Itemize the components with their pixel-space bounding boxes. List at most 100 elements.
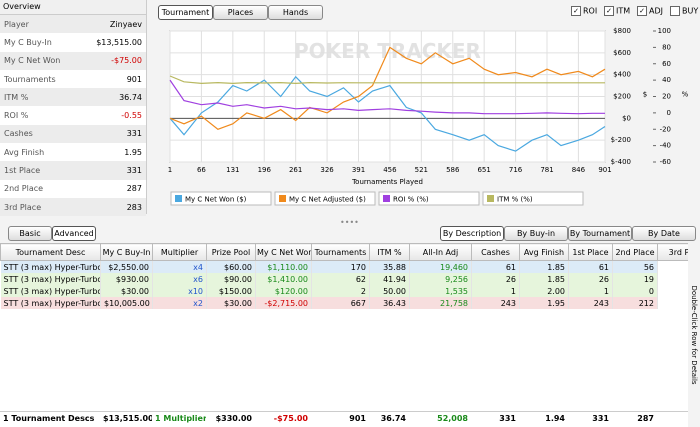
column-header[interactable]: Cashes — [471, 243, 520, 261]
view-button[interactable]: Basic — [8, 226, 52, 241]
table-cell: 667 — [311, 297, 370, 309]
overview-row: Avg Finish 1.95 — [0, 143, 146, 161]
overview-row: Cashes 331 — [0, 124, 146, 144]
stat-label: Tournaments — [4, 74, 56, 84]
table-cell: 61 — [568, 260, 613, 273]
x-tick-label: 456 — [383, 166, 397, 174]
x-tick-label: 1 — [168, 166, 172, 174]
table-cell: $2,550.00 — [100, 260, 153, 273]
x-tick-label: 846 — [572, 166, 586, 174]
column-header[interactable]: Tournaments — [311, 243, 370, 261]
checkbox-label: ROI — [583, 6, 598, 16]
overview-panel: Overview Player Zinyaev My C Buy-In $13,515… — [0, 0, 147, 217]
x-tick-label: 521 — [415, 166, 428, 174]
table-cell: $30.00 — [100, 285, 153, 297]
tab[interactable]: Hands — [268, 5, 323, 20]
table-cell: 212 — [612, 297, 658, 309]
table-cell: 243 — [471, 297, 520, 309]
checkbox[interactable]: ✓ ROI — [571, 6, 597, 16]
total-cell: 331 — [592, 414, 609, 423]
checkbox[interactable]: ✓ ADJ — [637, 6, 663, 16]
table-cell: $1,110.00 — [255, 260, 312, 273]
table-row[interactable]: STT (3 max) Hyper-Turbo $30.00 x10 $150.00 $… — [0, 285, 688, 297]
stat-value: -$75.00 — [111, 56, 142, 66]
table-cell: 50.00 — [369, 285, 410, 297]
table-cell: 19 — [612, 273, 658, 285]
y-tick-label: $200 — [613, 93, 631, 101]
table-cell: x6 — [152, 273, 207, 285]
stat-label: ROI % — [4, 111, 29, 121]
table-cell: 61 — [471, 260, 520, 273]
side-note: Double-Click Row for Details — [690, 285, 698, 384]
table-cell: STT (3 max) Hyper-Turbo — [0, 273, 101, 285]
side-note-text: Double-Click Row for Details — [690, 285, 698, 384]
table-cell: 2.00 — [519, 285, 569, 297]
y2-tick-label: -20 — [660, 125, 671, 133]
column-header[interactable]: Avg Finish — [519, 243, 569, 261]
y-tick-label: $800 — [613, 27, 631, 35]
table-cell: 36.43 — [369, 297, 410, 309]
table-cell: 35.88 — [369, 260, 410, 273]
overview-row: Player Zinyaev — [0, 15, 146, 34]
y-tick-label: $400 — [613, 71, 631, 79]
view-button[interactable]: Advanced — [52, 226, 96, 241]
x-tick-label: 901 — [598, 166, 611, 174]
y-tick-label: $600 — [613, 49, 631, 57]
stat-label: Avg Finish — [4, 147, 45, 157]
table-cell: 1.95 — [519, 297, 569, 309]
stat-value: 36.74 — [119, 92, 142, 102]
stat-label: 1st Place — [4, 166, 41, 176]
overview-row: ROI % -0.55 — [0, 106, 146, 124]
total-cell: 901 — [349, 414, 366, 423]
group-button[interactable]: By Tournament — [568, 226, 632, 241]
column-header[interactable]: My C Net Won — [255, 243, 312, 261]
overview-table: Player Zinyaev My C Buy-In $13,515.00 My C N… — [0, 15, 146, 217]
column-header[interactable]: Tournament Desc — [0, 243, 101, 261]
tab[interactable]: Places — [213, 5, 268, 20]
table-cell: 2 — [311, 285, 370, 297]
checkbox[interactable]: ✓ ITM — [604, 6, 630, 16]
table-row[interactable]: STT (3 max) Hyper-Turbo $930.00 x6 $90.00 $1… — [0, 273, 688, 285]
column-header[interactable]: My C Buy-In — [100, 243, 153, 261]
tab[interactable]: Tournament — [158, 5, 213, 20]
column-header[interactable]: ITM % — [369, 243, 410, 261]
total-cell: 1 Tournament Descs — [3, 414, 95, 423]
table-cell: 9,256 — [409, 273, 472, 285]
overview-row: 2nd Place 287 — [0, 180, 146, 198]
table-row[interactable]: STT (3 max) Hyper-Turbo $10,005.00 x2 $30.0… — [0, 297, 688, 309]
group-button[interactable]: By Description — [440, 226, 504, 241]
y2-tick-label: 40 — [662, 76, 671, 84]
total-cell: -$75.00 — [273, 414, 308, 423]
stat-value: 1.95 — [124, 147, 142, 157]
table-cell: x2 — [152, 297, 207, 309]
stat-value: $13,515.00 — [96, 37, 142, 47]
watermark: POKER TRACKER — [294, 39, 481, 63]
stat-label: My C Net Won — [4, 56, 61, 66]
checkbox[interactable]: BUY — [670, 6, 698, 16]
column-header[interactable]: All-In Adj — [409, 243, 472, 261]
stat-value: 331 — [126, 166, 142, 176]
legend-swatch — [279, 195, 286, 202]
legend-label: ROI % (%) — [393, 196, 429, 204]
y-tick-label: $-200 — [611, 136, 631, 144]
group-button[interactable]: By Date — [632, 226, 696, 241]
series-line — [169, 79, 605, 115]
column-header[interactable]: Prize Pool — [206, 243, 256, 261]
column-header[interactable]: 3rd P — [657, 243, 688, 261]
chart: POKER TRACKER$-400$-200$0$200$400$600$80… — [168, 27, 689, 206]
overview-row: 1st Place 331 — [0, 161, 146, 180]
table: Tournament Desc My C Buy-In Multiplier Priz… — [0, 243, 688, 309]
y2-axis-title: % — [682, 91, 689, 99]
table-row[interactable]: STT (3 max) Hyper-Turbo $2,550.00 x4 $60.00… — [0, 260, 688, 273]
column-header[interactable]: 2nd Place — [612, 243, 658, 261]
table-cell: 56 — [612, 260, 658, 273]
table-cell: $60.00 — [206, 260, 256, 273]
checkbox-label: BUY — [682, 6, 699, 16]
legend-box — [170, 191, 272, 206]
checkbox-box — [670, 6, 680, 16]
column-header[interactable]: 1st Place — [568, 243, 613, 261]
y2-tick-label: -60 — [660, 158, 671, 166]
column-header[interactable]: Multiplier — [152, 243, 207, 261]
y2-tick-label: 100 — [658, 27, 671, 35]
group-button[interactable]: By Buy-in — [504, 226, 568, 241]
